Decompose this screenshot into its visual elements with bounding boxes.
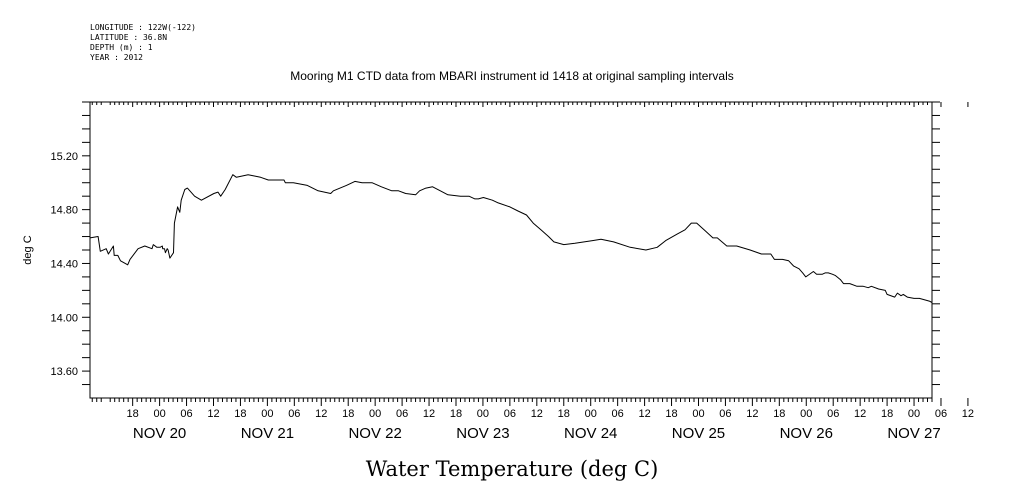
depth-text: DEPTH (m) : 1: [90, 43, 153, 52]
x-hour-tick-label: 00: [477, 408, 489, 420]
x-day-tick-label: NOV 21: [241, 425, 294, 442]
x-hour-tick-label: 00: [908, 408, 920, 420]
x-hour-tick-label: 18: [665, 408, 677, 420]
x-day-tick-label: NOV 27: [887, 425, 940, 442]
x-hour-tick-label: 12: [315, 408, 327, 420]
y-tick-label: 14.00: [50, 312, 78, 324]
x-hour-tick-label: 00: [369, 408, 381, 420]
x-hour-tick-label: 12: [638, 408, 650, 420]
latitude-text: LATITUDE : 36.8N: [90, 33, 167, 42]
x-hour-tick-label: 06: [719, 408, 731, 420]
x-hour-tick-label: 18: [773, 408, 785, 420]
x-axis-title: Water Temperature (deg C): [366, 457, 659, 481]
x-hour-tick-label: 12: [746, 408, 758, 420]
y-axis-label: deg C: [22, 235, 34, 264]
y-tick-label: 14.80: [50, 205, 78, 217]
axis-labels: 18 00 06 12 18 00 06 12 18 00 06 12 18 00 06 12 18 00 06 12…: [50, 151, 974, 442]
x-hour-tick-label: 00: [585, 408, 597, 420]
x-hour-tick-label: 00: [692, 408, 704, 420]
x-hour-tick-label: 12: [423, 408, 435, 420]
water-temperature-line: [89, 174, 933, 303]
plot-frame: [89, 101, 933, 399]
axis-ticks: [82, 101, 969, 406]
metadata-block: LONGITUDE : 122W(-122) LATITUDE : 36.8N …: [90, 23, 196, 62]
x-hour-tick-label: 18: [450, 408, 462, 420]
x-hour-tick-label: 06: [396, 408, 408, 420]
x-hour-tick-label: 00: [261, 408, 273, 420]
x-hour-tick-label: 06: [288, 408, 300, 420]
x-day-tick-label: NOV 24: [564, 425, 617, 442]
x-day-tick-label: NOV 26: [780, 425, 833, 442]
y-tick-label: 15.20: [50, 151, 78, 163]
x-hour-tick-label: 18: [881, 408, 893, 420]
x-hour-tick-label: 00: [153, 408, 165, 420]
x-hour-tick-label: 18: [234, 408, 246, 420]
x-hour-tick-label: 18: [127, 408, 139, 420]
x-hour-tick-label: 18: [558, 408, 570, 420]
x-hour-tick-label: 00: [800, 408, 812, 420]
x-day-tick-label: NOV 25: [672, 425, 725, 442]
x-hour-tick-label: 12: [854, 408, 866, 420]
y-tick-label: 14.40: [50, 258, 78, 270]
x-hour-tick-label: 18: [342, 408, 354, 420]
x-hour-tick-label: 06: [180, 408, 192, 420]
x-hour-tick-label: 12: [531, 408, 543, 420]
x-day-tick-label: NOV 22: [348, 425, 401, 442]
x-hour-tick-label: 06: [935, 408, 947, 420]
longitude-text: LONGITUDE : 122W(-122): [90, 23, 196, 32]
x-hour-tick-label: 12: [962, 408, 974, 420]
x-day-tick-label: NOV 20: [133, 425, 186, 442]
x-day-tick-label: NOV 23: [456, 425, 509, 442]
x-hour-tick-label: 12: [207, 408, 219, 420]
y-tick-label: 13.60: [50, 366, 78, 378]
year-text: YEAR : 2012: [90, 53, 143, 62]
x-hour-tick-label: 06: [612, 408, 624, 420]
chart-title: Mooring M1 CTD data from MBARI instrumen…: [290, 69, 734, 83]
x-hour-tick-label: 06: [504, 408, 516, 420]
x-hour-tick-label: 06: [827, 408, 839, 420]
